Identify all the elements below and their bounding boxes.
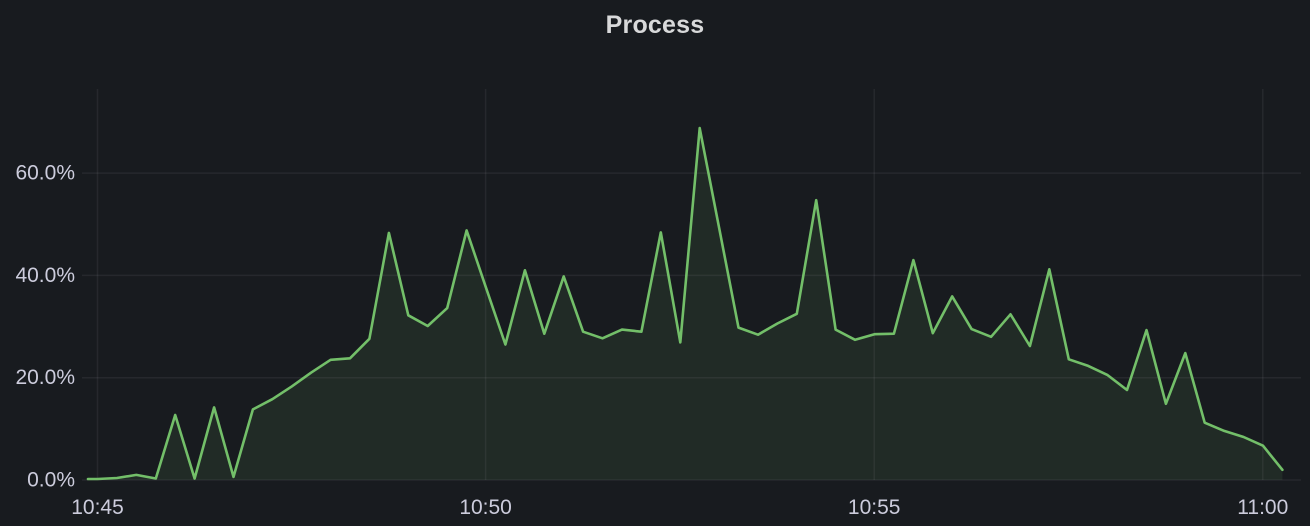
series-layer bbox=[86, 126, 1284, 481]
x-tick-label-1045: 10:45 bbox=[71, 496, 124, 519]
x-tick-label-1055: 10:55 bbox=[848, 496, 901, 519]
y-tick-label-0: 0.0% bbox=[27, 469, 75, 492]
y-tick-label-20: 20.0% bbox=[15, 366, 75, 389]
series-area bbox=[88, 128, 1283, 480]
y-tick-label-40: 40.0% bbox=[15, 264, 75, 287]
series-line bbox=[86, 126, 1284, 481]
x-tick-label-1050: 10:50 bbox=[459, 496, 512, 519]
x-tick-label-1100: 11:00 bbox=[1237, 496, 1288, 519]
y-tick-label-60: 60.0% bbox=[15, 162, 75, 185]
panel-title[interactable]: Process bbox=[605, 11, 705, 39]
plot-area[interactable] bbox=[88, 89, 1301, 480]
axis-labels: 0.0% 20.0% 40.0% 60.0% 10:45 10:50 10:55… bbox=[15, 162, 1288, 519]
